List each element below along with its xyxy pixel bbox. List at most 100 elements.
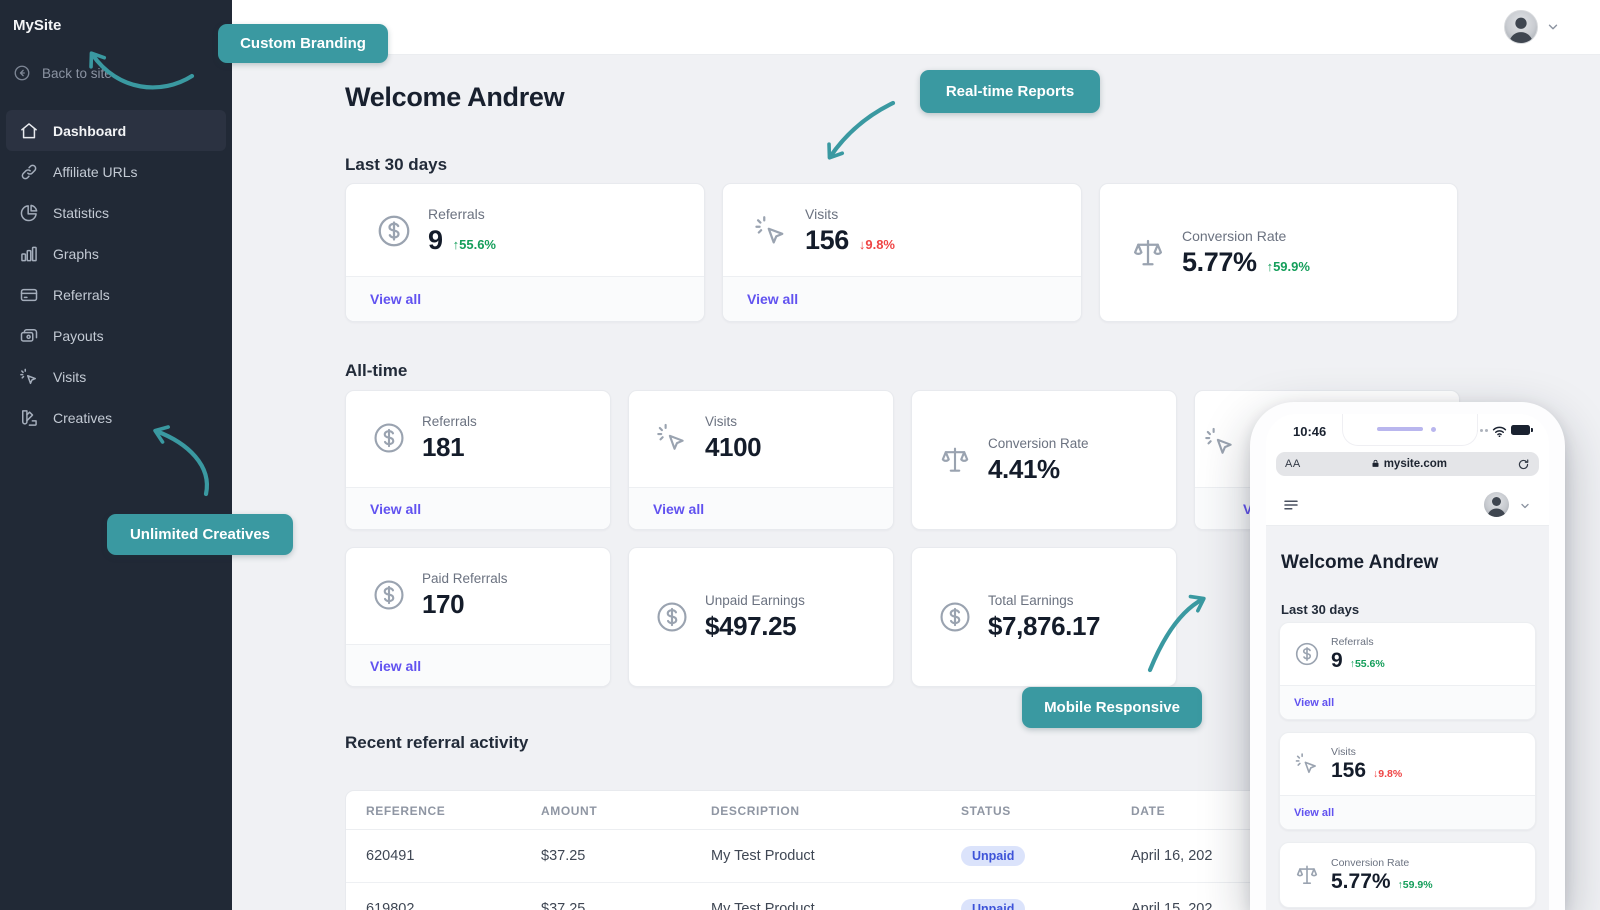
cell-amount: $37.25 <box>541 882 711 910</box>
sidebar-item-graphs[interactable]: Graphs <box>6 233 226 274</box>
cursor-click-icon <box>1203 425 1237 459</box>
card-label: Visits <box>805 206 839 222</box>
card-value: 9 <box>1331 648 1343 672</box>
dollar-circle-icon <box>376 213 412 249</box>
delta-up: ↑59.9% <box>1266 258 1310 274</box>
sidebar-item-dashboard[interactable]: Dashboard <box>6 110 226 151</box>
view-all-link[interactable]: View all <box>370 500 422 517</box>
card-value: 181 <box>422 431 465 462</box>
dollar-circle-icon <box>938 600 972 634</box>
col-reference: REFERENCE <box>346 791 541 830</box>
paid-referrals-card: Paid Referrals 170 View all <box>345 547 611 687</box>
sidebar-item-label: Visits <box>53 368 87 385</box>
avatar <box>1504 10 1538 44</box>
card-value: $7,876.17 <box>988 610 1101 641</box>
referrals-alltime-card: Referrals 181 View all <box>345 390 611 530</box>
phone-notch <box>1342 414 1478 446</box>
referrals-30d-card: Referrals 9 ↑55.6% View all <box>345 183 705 322</box>
col-description: DESCRIPTION <box>711 791 961 830</box>
chevron-down-icon <box>1546 20 1560 34</box>
topbar <box>232 0 1600 55</box>
scales-icon <box>1130 235 1166 271</box>
card-value: 5.77% <box>1331 869 1391 893</box>
activity-heading: Recent referral activity <box>345 733 529 752</box>
view-all-link[interactable]: View all <box>1294 696 1335 709</box>
view-all-link[interactable]: View all <box>370 291 422 307</box>
unpaid-earnings-card: Unpaid Earnings $497.25 <box>628 547 894 687</box>
phone-status-bar: 10:46 <box>1266 414 1549 448</box>
total-earnings-card: Total Earnings $7,876.17 <box>911 547 1177 687</box>
delta-up: ↑55.6% <box>452 237 496 252</box>
dollar-circle-icon <box>372 578 406 612</box>
card-label: Visits <box>1331 745 1356 758</box>
sidebar-item-label: Referrals <box>53 286 110 303</box>
wallet-icon <box>19 326 39 346</box>
view-all-link[interactable]: View all <box>747 291 799 307</box>
last30-heading: Last 30 days <box>345 155 448 174</box>
dollar-circle-icon <box>1294 641 1320 667</box>
phone-time: 10:46 <box>1293 424 1327 439</box>
menu-icon[interactable] <box>1282 496 1300 514</box>
sidebar-item-affiliate-urls[interactable]: Affiliate URLs <box>6 151 226 192</box>
delta-up: ↑55.6% <box>1349 657 1385 670</box>
chevron-down-icon <box>1519 499 1531 511</box>
phone-referrals-card: Referrals 9 ↑55.6% View all <box>1279 622 1536 720</box>
phone-section-heading: Last 30 days <box>1281 602 1360 617</box>
refresh-icon[interactable] <box>1517 458 1530 471</box>
callout-unlimited-creatives: Unlimited Creatives <box>107 514 293 555</box>
card-label: Paid Referrals <box>422 570 508 586</box>
sidebar-item-payouts[interactable]: Payouts <box>6 315 226 356</box>
sidebar-item-label: Statistics <box>53 204 110 221</box>
callout-realtime-reports: Real-time Reports <box>920 70 1100 113</box>
arrow-left-circle-icon <box>13 64 31 82</box>
callout-mobile-responsive: Mobile Responsive <box>1022 687 1202 728</box>
cell-amount: $37.25 <box>541 829 711 883</box>
view-all-link[interactable]: View all <box>1294 806 1335 819</box>
dollar-circle-icon <box>372 421 406 455</box>
scales-icon <box>938 443 972 477</box>
cell-description: My Test Product <box>711 829 961 883</box>
swatches-icon <box>19 408 39 428</box>
callout-custom-branding: Custom Branding <box>218 24 388 63</box>
sidebar-item-label: Dashboard <box>53 122 127 139</box>
back-to-site-link[interactable]: Back to site <box>13 64 112 82</box>
sidebar-item-label: Payouts <box>53 327 104 344</box>
reader-mode-button[interactable]: AA <box>1285 458 1301 470</box>
card-label: Total Earnings <box>988 592 1074 608</box>
sidebar: MySite Back to site Dashboard Affiliate … <box>0 0 232 910</box>
alltime-heading: All-time <box>345 361 408 380</box>
user-menu[interactable] <box>1504 10 1560 44</box>
phone-app-header <box>1266 484 1549 526</box>
card-label: Visits <box>705 413 738 429</box>
brand-logo: MySite <box>13 17 62 34</box>
home-icon <box>19 121 39 141</box>
cell-reference: 620491 <box>346 829 541 883</box>
delta-down: ↓9.8% <box>1373 767 1403 780</box>
sidebar-item-creatives[interactable]: Creatives <box>6 397 226 438</box>
sidebar-item-visits[interactable]: Visits <box>6 356 226 397</box>
card-label: Conversion Rate <box>1182 227 1287 244</box>
card-value: 5.77% <box>1182 246 1257 277</box>
phone-screen: 10:46 AA mysite.com <box>1266 414 1549 910</box>
phone-page-title: Welcome Andrew <box>1281 552 1439 573</box>
browser-url-bar[interactable]: AA mysite.com <box>1276 452 1539 476</box>
wifi-icon <box>1492 424 1507 437</box>
col-amount: AMOUNT <box>541 791 711 830</box>
card-value: 156 <box>805 225 849 255</box>
bar-chart-icon <box>19 244 39 264</box>
lock-icon <box>1371 459 1380 470</box>
phone-mockup: 10:46 AA mysite.com <box>1250 402 1565 910</box>
status-badge: Unpaid <box>961 899 1026 910</box>
card-label: Referrals <box>422 413 477 429</box>
sidebar-item-referrals[interactable]: Referrals <box>6 274 226 315</box>
sidebar-item-label: Affiliate URLs <box>53 163 138 180</box>
sidebar-nav: Dashboard Affiliate URLs Statistics Grap… <box>0 110 232 438</box>
view-all-link[interactable]: View all <box>370 657 422 674</box>
sidebar-item-label: Graphs <box>53 245 99 262</box>
cursor-click-icon <box>1294 751 1320 777</box>
avatar[interactable] <box>1484 492 1509 517</box>
cursor-click-icon <box>19 367 39 387</box>
main-content: Welcome Andrew Last 30 days Referrals 9 … <box>232 55 1600 910</box>
view-all-link[interactable]: View all <box>653 500 705 517</box>
sidebar-item-statistics[interactable]: Statistics <box>6 192 226 233</box>
